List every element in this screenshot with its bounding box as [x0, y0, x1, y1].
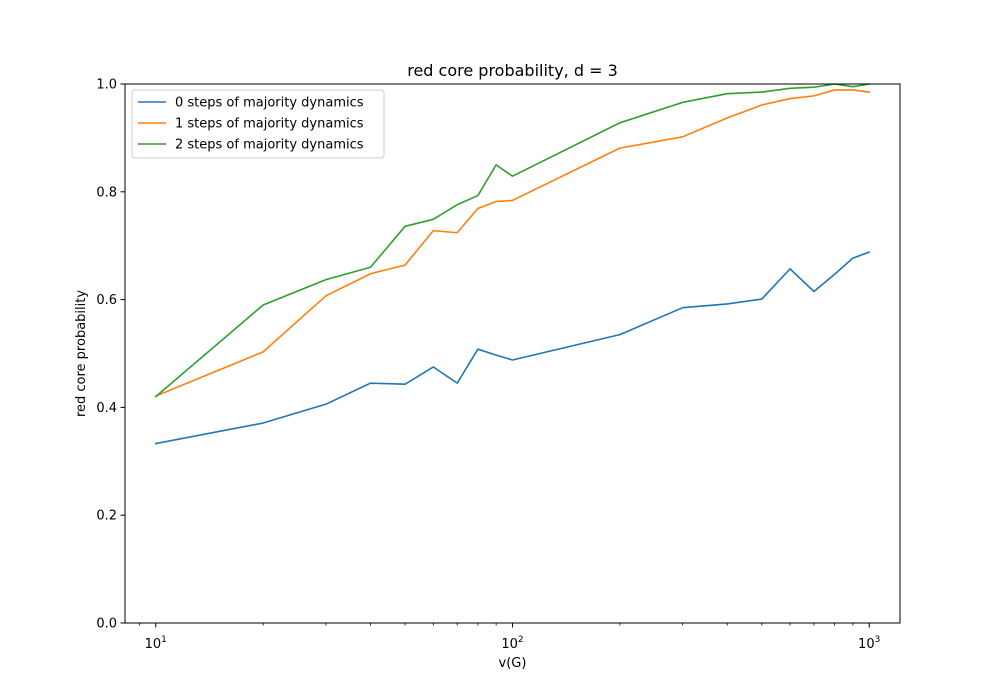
x-tick-exponent: 3: [875, 635, 881, 645]
legend-label-1: 1 steps of majority dynamics: [175, 117, 364, 132]
plot-area: [154, 83, 871, 445]
legend-box: [131, 89, 385, 159]
series-line-0: [154, 251, 871, 445]
x-tick-base: 10: [501, 637, 518, 652]
x-tick-base: 10: [145, 637, 162, 652]
series-line-1: [154, 89, 871, 398]
x-tick-label: 101: [145, 635, 167, 652]
legend-label-2: 2 steps of majority dynamics: [175, 138, 364, 153]
axes-frame: [124, 83, 901, 624]
y-tick-label: 0.2: [96, 509, 117, 524]
x-tick-exponent: 1: [161, 635, 167, 645]
x-axis: 101 102 103: [139, 623, 880, 652]
y-tick-label: 0.8: [96, 185, 117, 200]
legend-label-0: 0 steps of majority dynamics: [175, 96, 364, 111]
legend: 0 steps of majority dynamics 1 steps of m…: [131, 89, 385, 159]
x-tick-label: 103: [858, 635, 880, 652]
chart-title: red core probability, d = 3: [407, 61, 618, 80]
y-tick-label: 0.4: [96, 401, 117, 416]
x-axis-label: v(G): [499, 656, 527, 671]
y-axis-label: red core probability: [74, 290, 89, 417]
y-tick-label: 0.6: [96, 293, 117, 308]
y-tick-label: 0.0: [96, 617, 117, 632]
x-tick-exponent: 2: [518, 635, 524, 645]
y-axis: 0.0 0.2 0.4 0.6 0.8 1.0: [96, 78, 125, 632]
y-tick-label: 1.0: [96, 78, 117, 93]
x-tick-base: 10: [858, 637, 875, 652]
series-line-2: [154, 83, 871, 398]
x-tick-label: 102: [501, 635, 523, 652]
